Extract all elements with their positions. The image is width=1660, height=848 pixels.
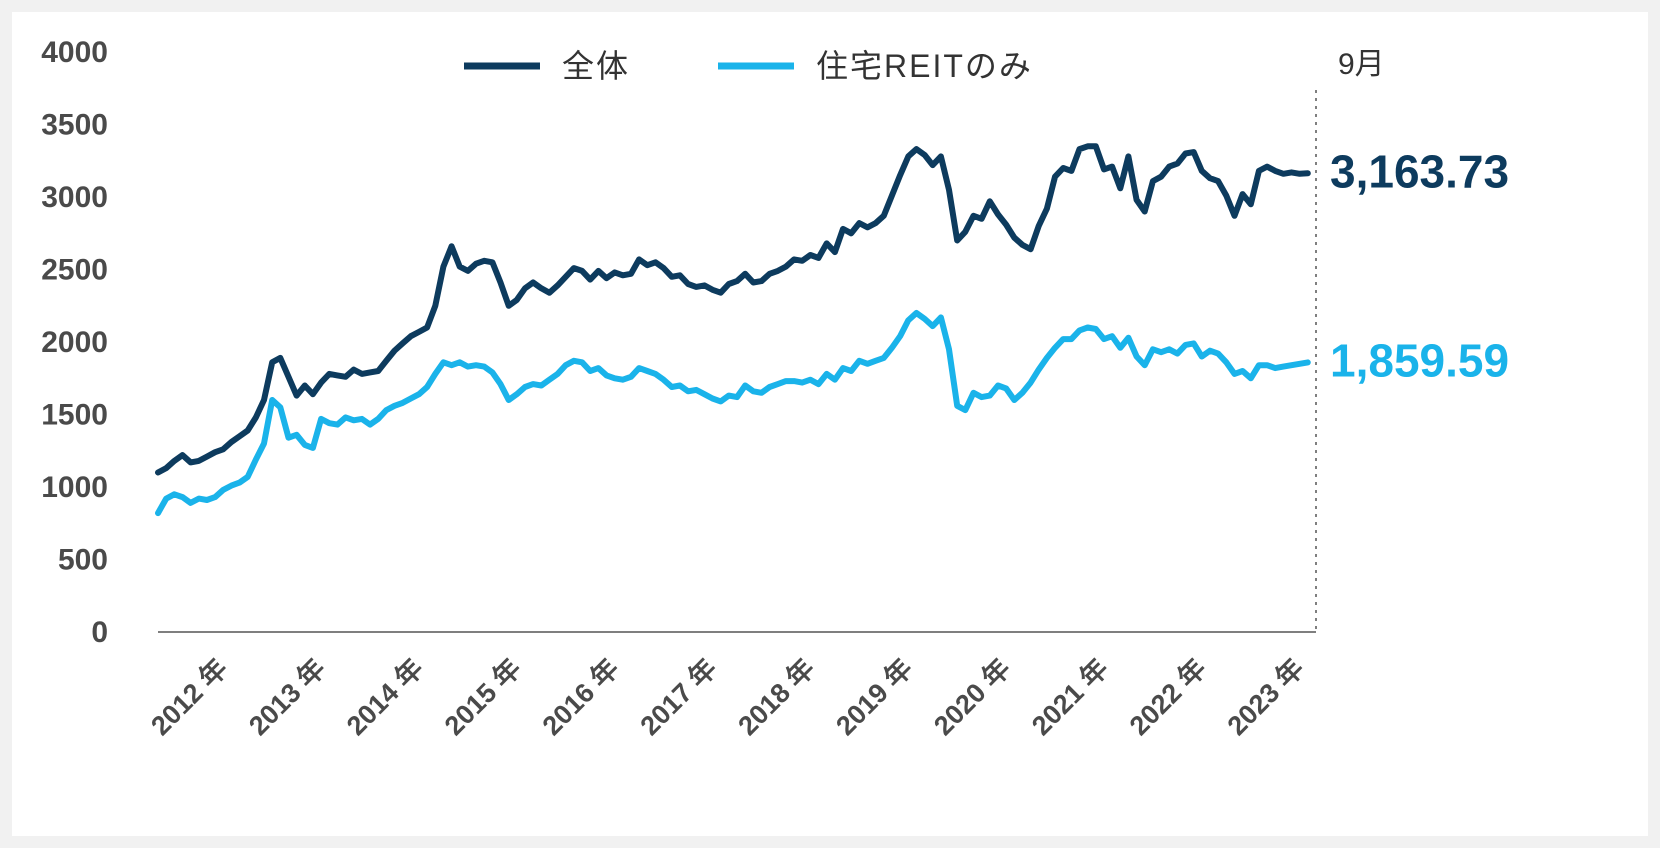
y-tick-label: 1000 xyxy=(41,471,108,504)
x-tick-label: 2014 年 xyxy=(340,652,429,741)
y-tick-label: 1500 xyxy=(41,399,108,432)
y-tick-label: 3000 xyxy=(41,181,108,214)
y-tick-label: 2000 xyxy=(41,326,108,359)
x-tick-label: 2012 年 xyxy=(145,652,234,741)
x-tick-label: 2015 年 xyxy=(438,652,527,741)
x-tick-label: 2019 年 xyxy=(830,652,919,741)
legend-label-total: 全体 xyxy=(562,48,630,84)
x-tick-label: 2022 年 xyxy=(1123,652,1212,741)
legend: 全体 住宅REITのみ xyxy=(464,48,1033,84)
series-line-total xyxy=(155,143,1311,476)
x-tick-label: 2017 年 xyxy=(634,652,723,741)
end-value-label-residential: 1,859.59 xyxy=(1330,334,1509,386)
end-month-label: 9月 xyxy=(1338,48,1385,81)
legend-label-residential: 住宅REITのみ xyxy=(816,48,1033,84)
end-value-label-total: 3,163.73 xyxy=(1330,145,1509,197)
x-tick-label: 2018 年 xyxy=(732,652,821,741)
x-tick-label: 2020 年 xyxy=(927,652,1016,741)
y-axis-ticks: 4000 3500 3000 2500 2000 1500 1000 500 0 xyxy=(41,36,108,649)
series-lines xyxy=(155,143,1311,517)
y-tick-label: 2500 xyxy=(41,254,108,287)
y-tick-label: 500 xyxy=(58,544,108,577)
x-tick-label: 2013 年 xyxy=(242,652,331,741)
y-tick-label: 4000 xyxy=(41,36,108,69)
x-tick-label: 2021 年 xyxy=(1025,652,1114,741)
x-tick-label: 2023 年 xyxy=(1221,652,1310,741)
x-axis-ticks: 2012 年 2013 年 2014 年 2015 年 2016 年 2017 年 2018… xyxy=(145,652,1310,741)
y-tick-label: 0 xyxy=(91,616,108,649)
series-line-residential xyxy=(155,310,1311,517)
x-tick-label: 2016 年 xyxy=(536,652,625,741)
y-tick-label: 3500 xyxy=(41,109,108,142)
